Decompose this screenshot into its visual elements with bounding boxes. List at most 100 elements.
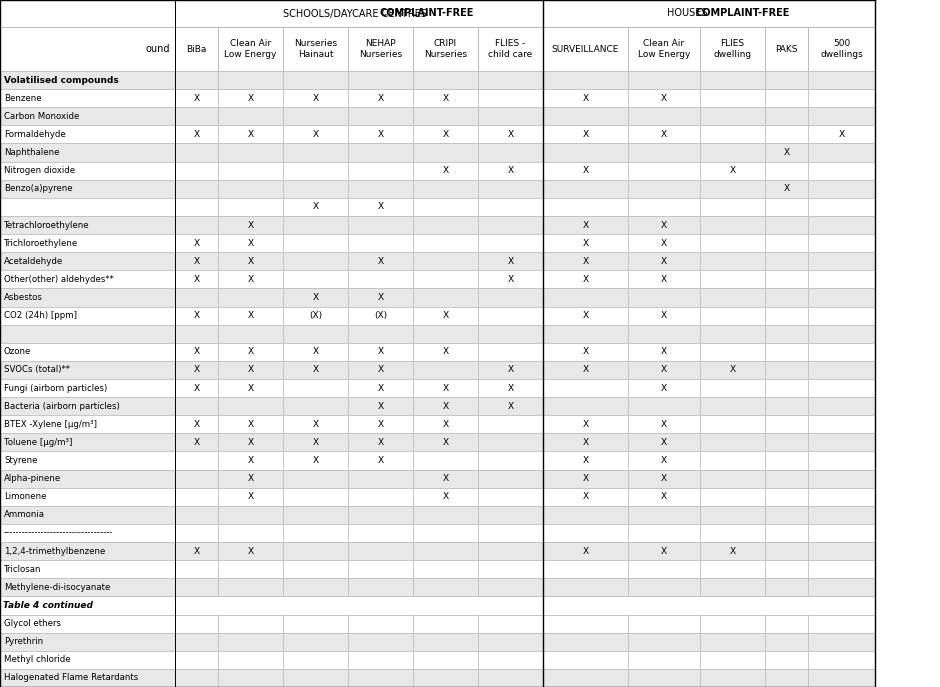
Bar bbox=[348, 397, 413, 415]
Bar bbox=[0, 542, 175, 560]
Bar bbox=[765, 198, 808, 216]
Text: Clean Air
Low Energy: Clean Air Low Energy bbox=[638, 39, 690, 59]
Bar bbox=[175, 615, 543, 633]
Text: X: X bbox=[378, 438, 384, 447]
Bar bbox=[700, 107, 765, 125]
Bar bbox=[765, 524, 808, 542]
Text: X: X bbox=[661, 420, 667, 429]
Bar bbox=[808, 234, 875, 252]
Text: X: X bbox=[783, 184, 790, 193]
Bar bbox=[700, 506, 765, 524]
Bar bbox=[348, 415, 413, 433]
Bar bbox=[765, 144, 808, 161]
Bar bbox=[700, 669, 765, 687]
Bar bbox=[478, 343, 543, 361]
Text: X: X bbox=[194, 93, 199, 102]
Bar bbox=[543, 216, 628, 234]
Text: X: X bbox=[661, 130, 667, 139]
Bar bbox=[765, 289, 808, 306]
Text: (X): (X) bbox=[309, 311, 322, 320]
Text: X: X bbox=[508, 166, 513, 175]
Text: X: X bbox=[312, 456, 319, 465]
Bar bbox=[413, 524, 478, 542]
Bar bbox=[628, 306, 700, 325]
Bar bbox=[413, 234, 478, 252]
Text: X: X bbox=[194, 420, 199, 429]
Bar bbox=[700, 180, 765, 198]
Text: X: X bbox=[247, 438, 254, 447]
Text: X: X bbox=[443, 93, 448, 102]
Text: X: X bbox=[583, 456, 588, 465]
Text: X: X bbox=[583, 311, 588, 320]
Bar bbox=[175, 161, 218, 180]
Text: Triclosan: Triclosan bbox=[4, 565, 41, 574]
Text: Glycol ethers: Glycol ethers bbox=[4, 619, 61, 628]
Text: X: X bbox=[378, 203, 384, 212]
Bar bbox=[543, 27, 628, 71]
Bar bbox=[808, 180, 875, 198]
Text: Methylene-di-isocyanate: Methylene-di-isocyanate bbox=[4, 583, 110, 592]
Bar bbox=[628, 252, 700, 270]
Bar bbox=[175, 107, 218, 125]
Text: Tetrachloroethylene: Tetrachloroethylene bbox=[4, 221, 89, 229]
Text: X: X bbox=[661, 348, 667, 357]
Bar bbox=[175, 506, 218, 524]
Text: X: X bbox=[661, 547, 667, 556]
Bar bbox=[0, 107, 175, 125]
Bar bbox=[218, 470, 283, 488]
Text: ound: ound bbox=[146, 44, 170, 54]
Bar bbox=[283, 144, 348, 161]
Bar bbox=[543, 651, 875, 669]
Bar bbox=[628, 361, 700, 379]
Bar bbox=[413, 615, 478, 633]
Bar bbox=[700, 270, 765, 289]
Text: Alpha-pinene: Alpha-pinene bbox=[4, 474, 61, 483]
Bar bbox=[175, 651, 543, 669]
Text: X: X bbox=[583, 438, 588, 447]
Bar bbox=[700, 651, 765, 669]
Bar bbox=[543, 633, 628, 651]
Text: Ozone: Ozone bbox=[4, 348, 31, 357]
Bar bbox=[543, 306, 628, 325]
Bar bbox=[175, 71, 218, 89]
Bar bbox=[175, 433, 218, 451]
Text: Pyrethrin: Pyrethrin bbox=[4, 638, 43, 646]
Bar bbox=[628, 144, 700, 161]
Bar bbox=[543, 144, 628, 161]
Text: X: X bbox=[312, 93, 319, 102]
Text: X: X bbox=[378, 365, 384, 374]
Bar bbox=[700, 234, 765, 252]
Text: X: X bbox=[247, 257, 254, 266]
Bar bbox=[808, 433, 875, 451]
Bar bbox=[283, 451, 348, 470]
Text: X: X bbox=[583, 238, 588, 247]
Bar bbox=[765, 270, 808, 289]
Bar bbox=[700, 361, 765, 379]
Bar bbox=[413, 325, 478, 343]
Bar bbox=[700, 451, 765, 470]
Text: Methyl chloride: Methyl chloride bbox=[4, 655, 70, 664]
Text: X: X bbox=[583, 221, 588, 229]
Text: SURVEILLANCE: SURVEILLANCE bbox=[552, 45, 619, 54]
Text: X: X bbox=[661, 311, 667, 320]
Bar bbox=[478, 107, 543, 125]
Text: (X): (X) bbox=[374, 311, 387, 320]
Bar bbox=[628, 470, 700, 488]
Bar bbox=[175, 289, 218, 306]
Text: X: X bbox=[661, 365, 667, 374]
Bar bbox=[348, 542, 413, 560]
Text: X: X bbox=[508, 365, 513, 374]
Text: X: X bbox=[378, 293, 384, 302]
Bar bbox=[175, 0, 543, 27]
Text: Toluene [μg/m³]: Toluene [μg/m³] bbox=[4, 438, 72, 447]
Bar bbox=[808, 125, 875, 144]
Bar bbox=[283, 578, 348, 596]
Bar bbox=[478, 252, 543, 270]
Text: X: X bbox=[247, 311, 254, 320]
Bar bbox=[348, 361, 413, 379]
Bar bbox=[628, 488, 700, 506]
Bar bbox=[765, 125, 808, 144]
Bar bbox=[628, 270, 700, 289]
Bar bbox=[283, 216, 348, 234]
Bar bbox=[628, 379, 700, 397]
